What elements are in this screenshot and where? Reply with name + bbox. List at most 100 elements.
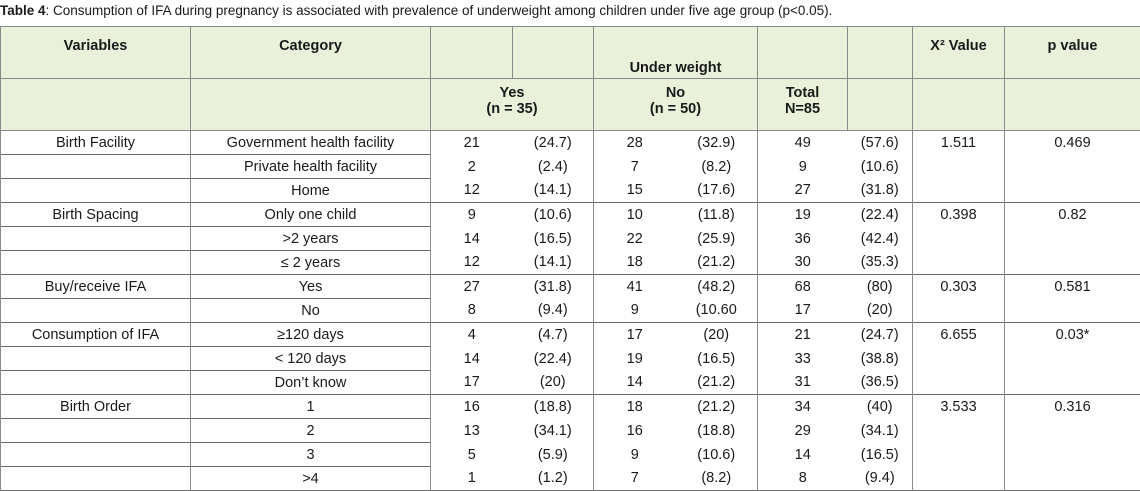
yes-percent-cell: (14.1) (513, 251, 594, 275)
no-percent-cell: (21.2) (676, 251, 758, 275)
no-percent-cell: (21.2) (676, 371, 758, 395)
header-empty-cell (758, 27, 848, 79)
total-count-cell: 29 (758, 419, 848, 443)
header-yes-label: Yes (500, 85, 525, 101)
no-percent-cell: (32.9) (676, 131, 758, 155)
yes-count-cell: 1 (431, 467, 513, 491)
no-count-cell: 18 (594, 251, 676, 275)
p-value-cell (1005, 155, 1140, 179)
chi-value-cell (913, 443, 1005, 467)
total-count-cell: 68 (758, 275, 848, 299)
header-no-n: (n = 50) (650, 101, 701, 117)
yes-count-cell: 9 (431, 203, 513, 227)
no-percent-cell: (48.2) (676, 275, 758, 299)
variable-cell: Birth Facility (1, 131, 191, 155)
no-percent-cell: (8.2) (676, 155, 758, 179)
yes-percent-cell: (4.7) (513, 323, 594, 347)
variable-cell: Birth Spacing (1, 203, 191, 227)
no-count-cell: 19 (594, 347, 676, 371)
chi-value-cell (913, 299, 1005, 323)
table-caption: Table 4: Consumption of IFA during pregn… (0, 0, 1140, 22)
no-count-cell: 28 (594, 131, 676, 155)
no-percent-cell: (11.8) (676, 203, 758, 227)
header-empty-cell (513, 27, 594, 79)
p-value-cell: 0.03* (1005, 323, 1140, 347)
p-value-cell (1005, 443, 1140, 467)
yes-percent-cell: (1.2) (513, 467, 594, 491)
yes-percent-cell: (22.4) (513, 347, 594, 371)
no-percent-cell: (21.2) (676, 395, 758, 419)
header-no: No(n = 50) (594, 79, 758, 131)
category-cell: >4 (191, 467, 431, 491)
total-percent-cell: (38.8) (848, 347, 913, 371)
yes-percent-cell: (20) (513, 371, 594, 395)
total-percent-cell: (57.6) (848, 131, 913, 155)
chi-value-cell (913, 467, 1005, 491)
chi-value-cell (913, 347, 1005, 371)
yes-percent-cell: (5.9) (513, 443, 594, 467)
p-value-cell (1005, 299, 1140, 323)
yes-count-cell: 2 (431, 155, 513, 179)
header-empty-cell (1, 79, 191, 131)
category-cell: No (191, 299, 431, 323)
yes-percent-cell: (9.4) (513, 299, 594, 323)
total-count-cell: 19 (758, 203, 848, 227)
total-count-cell: 9 (758, 155, 848, 179)
yes-count-cell: 13 (431, 419, 513, 443)
chi-value-cell (913, 251, 1005, 275)
header-empty-cell (191, 79, 431, 131)
chi-value-cell (913, 227, 1005, 251)
chi-value-cell (913, 155, 1005, 179)
no-count-cell: 15 (594, 179, 676, 203)
header-total-label: Total (786, 85, 820, 101)
header-p-value: p value (1005, 27, 1140, 79)
variable-cell: Buy/receive IFA (1, 275, 191, 299)
yes-percent-cell: (14.1) (513, 179, 594, 203)
header-total-n: N=85 (785, 101, 820, 117)
yes-count-cell: 17 (431, 371, 513, 395)
variable-cell (1, 443, 191, 467)
yes-count-cell: 16 (431, 395, 513, 419)
chi-value-cell (913, 371, 1005, 395)
p-value-cell (1005, 371, 1140, 395)
no-count-cell: 9 (594, 299, 676, 323)
yes-percent-cell: (10.6) (513, 203, 594, 227)
yes-count-cell: 5 (431, 443, 513, 467)
no-percent-cell: (18.8) (676, 419, 758, 443)
total-count-cell: 8 (758, 467, 848, 491)
header-empty-cell (1005, 79, 1140, 131)
total-count-cell: 31 (758, 371, 848, 395)
header-chi-value: X² Value (913, 27, 1005, 79)
header-yes-n: (n = 35) (486, 101, 537, 117)
header-category: Category (191, 27, 431, 79)
category-cell: Home (191, 179, 431, 203)
total-count-cell: 30 (758, 251, 848, 275)
variable-cell (1, 179, 191, 203)
chi-value-cell: 6.655 (913, 323, 1005, 347)
total-count-cell: 17 (758, 299, 848, 323)
yes-percent-cell: (34.1) (513, 419, 594, 443)
yes-count-cell: 14 (431, 227, 513, 251)
yes-percent-cell: (24.7) (513, 131, 594, 155)
table-caption-label: Table 4 (0, 3, 46, 18)
total-percent-cell: (34.1) (848, 419, 913, 443)
total-percent-cell: (9.4) (848, 467, 913, 491)
no-count-cell: 7 (594, 155, 676, 179)
variable-cell (1, 347, 191, 371)
total-percent-cell: (35.3) (848, 251, 913, 275)
total-count-cell: 21 (758, 323, 848, 347)
total-percent-cell: (22.4) (848, 203, 913, 227)
chi-value-cell: 0.398 (913, 203, 1005, 227)
category-cell: 1 (191, 395, 431, 419)
